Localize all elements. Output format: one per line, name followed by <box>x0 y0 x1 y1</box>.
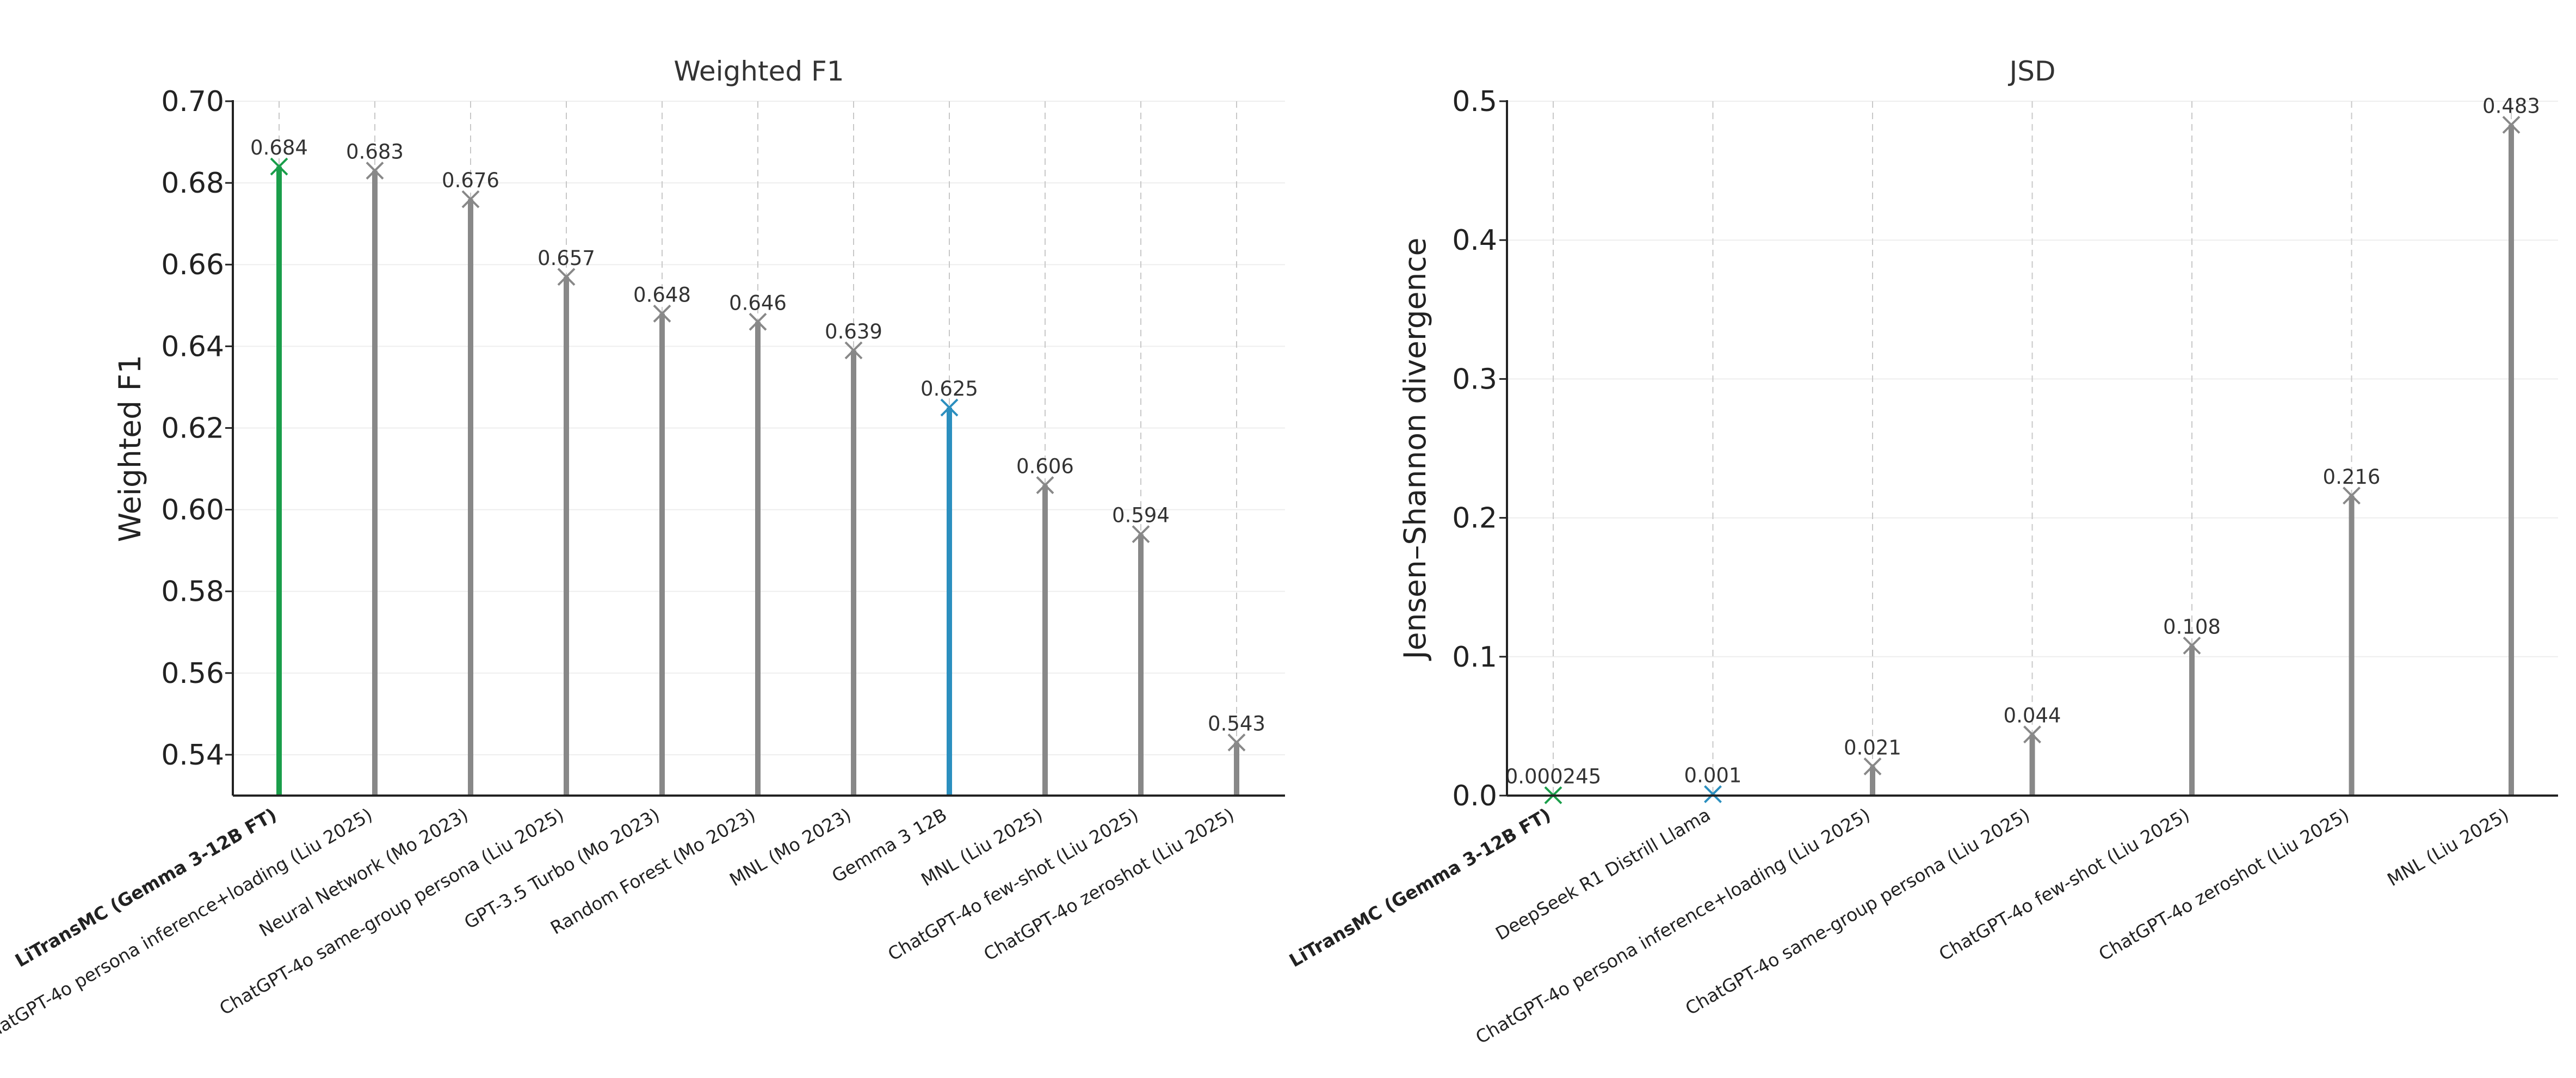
chart2-y-axis-label: Jensen–Shannon divergence <box>1398 238 1432 661</box>
chart1-marker <box>653 304 671 323</box>
chart1-category-label: ChatGPT-4o persona inference+loading (Li… <box>0 804 376 1048</box>
chart1-marker <box>366 162 384 180</box>
chart2-category-label: ChatGPT-4o zeroshot (Liu 2025) <box>2095 804 2353 965</box>
chart2-data-label: 0.000245 <box>1505 765 1602 788</box>
chart2-title: JSD <box>2008 56 2056 87</box>
chart2-marker <box>1704 785 1722 803</box>
chart1-marker <box>461 190 480 208</box>
chart1-marker <box>940 398 959 417</box>
chart1-marker <box>749 312 767 331</box>
chart2-category-label: MNL (Liu 2025) <box>2383 804 2512 890</box>
chart1-y-tick-label: 0.66 <box>161 249 224 281</box>
chart1-y-tick-label: 0.56 <box>161 657 224 690</box>
chart1-y-tick-label: 0.60 <box>161 494 224 527</box>
chart1-category-label: ChatGPT-4o same-group persona (Liu 2025) <box>216 804 567 1019</box>
chart2-marker <box>2023 725 2041 744</box>
chart1-marker <box>557 268 576 286</box>
chart1-data-label: 0.683 <box>346 140 404 164</box>
chart1-data-label: 0.684 <box>250 136 308 159</box>
chart1-data-label: 0.646 <box>729 291 787 315</box>
chart1-data-label: 0.594 <box>1112 504 1170 527</box>
chart2-y-tick-label: 0.4 <box>1452 224 1497 257</box>
chart2-category-label: ChatGPT-4o same-group persona (Liu 2025) <box>1682 804 2033 1019</box>
chart1-marker <box>1227 734 1246 751</box>
chart2-category-label: LiTransMC (Gemma 3-12B FT) <box>1286 804 1554 971</box>
chart2-y-tick-label: 0.5 <box>1452 85 1497 118</box>
chart1-y-axis-label: Weighted F1 <box>113 355 147 542</box>
chart2-y-tick-label: 0.3 <box>1452 363 1497 396</box>
chart1-title: Weighted F1 <box>674 56 844 87</box>
chart1-y-tick-label: 0.68 <box>161 167 224 200</box>
chart1-marker <box>1132 525 1150 544</box>
chart2-y-tick-label: 0.1 <box>1452 641 1497 674</box>
chart1-data-label: 0.639 <box>825 320 882 343</box>
chart1-y-tick-label: 0.64 <box>161 330 224 363</box>
chart1-data-label: 0.543 <box>1208 712 1265 735</box>
chart1-data-label: 0.676 <box>442 169 499 192</box>
chart2-data-label: 0.021 <box>1844 736 1901 759</box>
chart1-marker <box>1036 476 1054 494</box>
chart2-data-label: 0.483 <box>2482 94 2540 118</box>
chart2-data-label: 0.108 <box>2163 615 2221 638</box>
chart2-category-label: ChatGPT-4o few-shot (Liu 2025) <box>1935 804 2193 965</box>
chart1-data-label: 0.625 <box>921 377 978 401</box>
chart1-data-label: 0.606 <box>1016 455 1074 478</box>
chart1-marker <box>270 157 288 176</box>
chart1-y-tick-label: 0.58 <box>161 576 224 608</box>
chart2-y-tick-label: 0.2 <box>1452 502 1497 535</box>
chart2-marker <box>2183 636 2201 655</box>
chart2-marker <box>2343 486 2361 505</box>
chart1-y-tick-label: 0.62 <box>161 412 224 445</box>
chart2-y-tick-label: 0.0 <box>1452 780 1497 812</box>
chart1-y-tick-label: 0.54 <box>161 739 224 772</box>
chart1-data-label: 0.657 <box>538 247 595 270</box>
chart1-marker <box>844 341 863 360</box>
chart2-data-label: 0.001 <box>1684 763 1742 787</box>
chart2-marker <box>1863 757 1882 775</box>
chart2-data-label: 0.044 <box>2004 704 2061 728</box>
chart1-data-label: 0.648 <box>633 283 691 306</box>
chart2-data-label: 0.216 <box>2323 465 2381 489</box>
chart1-y-tick-label: 0.70 <box>161 85 224 118</box>
chart2-marker <box>2502 115 2521 134</box>
